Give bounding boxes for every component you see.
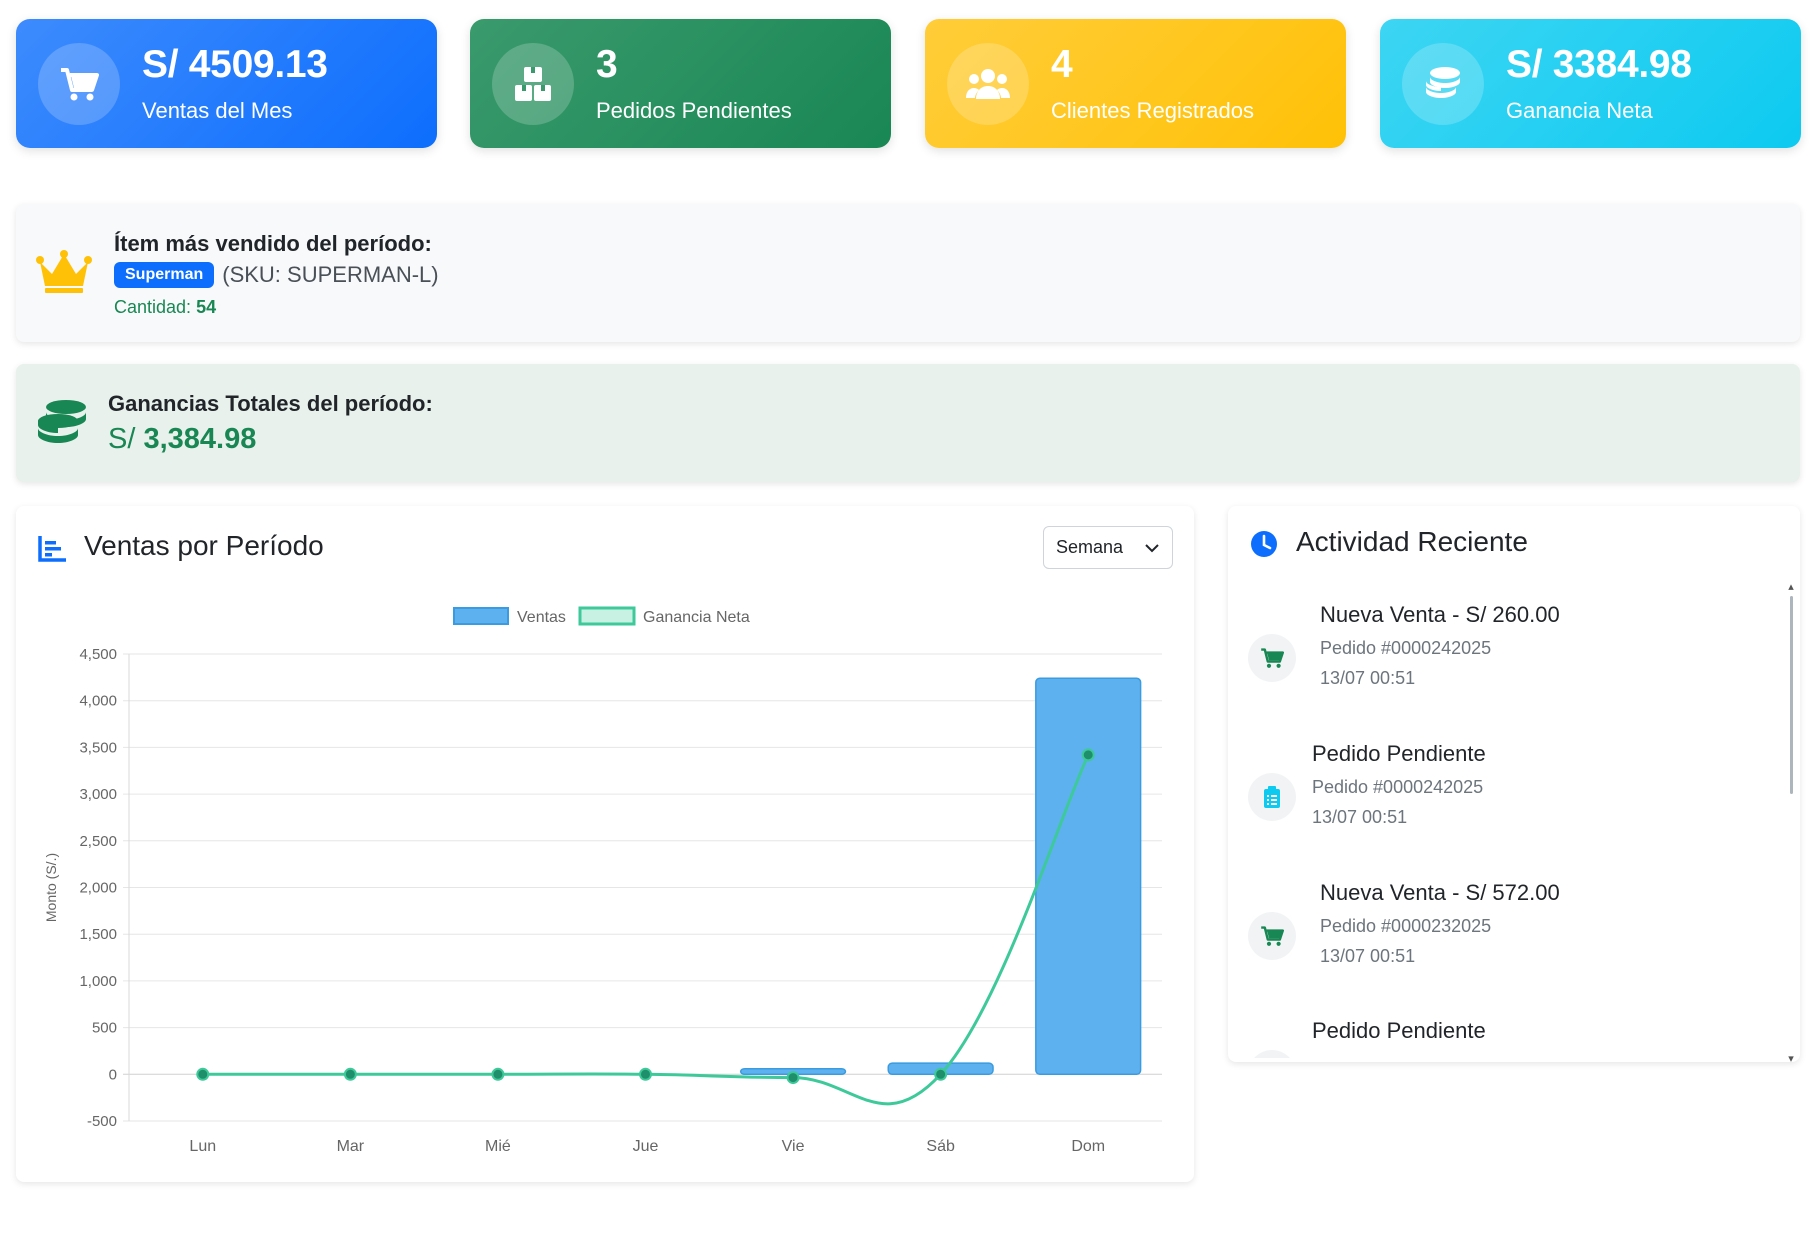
quantity-label: Cantidad: — [114, 297, 192, 317]
bar-chart-icon — [38, 536, 66, 567]
y-tick-label: 1,000 — [79, 973, 117, 990]
y-tick-label: 1,500 — [79, 926, 117, 943]
period-select-value: Semana — [1056, 537, 1124, 557]
scroll-up-icon[interactable]: ▴ — [1788, 581, 1794, 593]
activity-item-order: Pedido #0000242025 — [1312, 777, 1484, 797]
line-ganancia-neta — [202, 754, 1090, 1106]
x-tick-label: Jue — [633, 1138, 659, 1155]
x-tick-label: Sáb — [926, 1138, 955, 1155]
activity-item[interactable]: Nueva Venta - S/ 260.00 Pedido #00002420… — [1248, 602, 1748, 712]
profit-amount: S/ 3,384.98 — [108, 423, 256, 456]
point-ganancia-neta — [196, 1067, 210, 1081]
clipboard-icon — [1248, 773, 1296, 821]
clipboard-icon — [1248, 1050, 1296, 1058]
top-item-line: Superman (SKU: SUPERMAN-L) — [114, 262, 439, 288]
point-ganancia-neta — [786, 1071, 800, 1085]
activity-item-order: Pedido #0000242025 — [1320, 638, 1492, 658]
stat-card-clients: 4 Clientes Registrados — [925, 19, 1346, 148]
y-tick-label: 4,000 — [79, 693, 117, 710]
y-tick-label: 3,000 — [79, 786, 117, 803]
scroll-thumb[interactable] — [1790, 596, 1793, 794]
stat-card-sales: S/ 4509.13 Ventas del Mes — [16, 19, 437, 148]
y-tick-label: 3,500 — [79, 739, 117, 756]
activity-item-order: Pedido #0000232025 — [1320, 916, 1492, 936]
chevron-down-icon — [1144, 537, 1160, 558]
profit-currency: S/ — [108, 423, 136, 455]
activity-item[interactable]: Pedido Pendiente — [1248, 1018, 1748, 1058]
activity-item-title: Pedido Pendiente — [1312, 1018, 1486, 1043]
y-axis-label: Monto (S/.) — [43, 853, 59, 922]
legend-label-ganancia: Ganancia Neta — [643, 609, 750, 626]
boxes-icon — [492, 43, 574, 125]
chart-title: Ventas por Período — [84, 530, 324, 561]
x-tick-label: Mar — [337, 1138, 365, 1155]
top-item-panel: Ítem más vendido del período: Superman (… — [16, 204, 1800, 342]
profit-title: Ganancias Totales del período: — [108, 391, 433, 416]
period-select[interactable]: Semana — [1043, 526, 1173, 569]
cart-icon — [1248, 634, 1296, 682]
activity-item-time: 13/07 00:51 — [1312, 807, 1408, 827]
legend-swatch-ventas — [453, 607, 509, 625]
point-ganancia-neta — [491, 1067, 505, 1081]
x-tick-label: Mié — [485, 1138, 511, 1155]
activity-item-title: Pedido Pendiente — [1312, 741, 1486, 766]
stat-card-profit: S/ 3384.98 Ganancia Neta — [1380, 19, 1801, 148]
stat-value: S/ 3384.98 — [1506, 43, 1692, 86]
y-tick-label: 500 — [92, 1020, 117, 1037]
legend-label-ventas: Ventas — [517, 609, 566, 626]
y-tick-label: 4,500 — [79, 646, 117, 663]
y-tick-label: 2,500 — [79, 833, 117, 850]
point-ganancia-neta — [934, 1067, 948, 1081]
profit-value: 3,384.98 — [143, 423, 257, 455]
clock-icon — [1250, 530, 1278, 563]
stat-card-pending: 3 Pedidos Pendientes — [470, 19, 891, 148]
y-tick-label: 0 — [109, 1066, 117, 1083]
stat-value: S/ 4509.13 — [142, 43, 328, 86]
activity-item-title: Nueva Venta - S/ 260.00 — [1320, 602, 1560, 627]
activity-item-title: Nueva Venta - S/ 572.00 — [1320, 880, 1560, 905]
activity-title: Actividad Reciente — [1296, 526, 1528, 557]
activity-item-time: 13/07 00:51 — [1320, 668, 1416, 688]
activity-item-time: 13/07 00:51 — [1320, 946, 1416, 966]
top-item-title: Ítem más vendido del período: — [114, 231, 432, 256]
point-ganancia-neta — [343, 1067, 357, 1081]
product-sku: (SKU: SUPERMAN-L) — [222, 262, 439, 287]
top-item-quantity: Cantidad: 54 — [114, 297, 216, 318]
product-badge: Superman — [114, 262, 215, 288]
y-tick-label: -500 — [87, 1113, 117, 1130]
activity-list[interactable]: Nueva Venta - S/ 260.00 Pedido #00002420… — [1228, 580, 1800, 1058]
bar-ventas — [1035, 677, 1142, 1076]
x-tick-label: Dom — [1071, 1138, 1105, 1155]
coins-icon — [1402, 43, 1484, 125]
activity-item[interactable]: Pedido Pendiente Pedido #0000242025 13/0… — [1248, 741, 1748, 851]
stat-label: Ganancia Neta — [1506, 98, 1653, 123]
point-ganancia-neta — [639, 1067, 652, 1081]
sales-chart-card: Ventas por Período Semana -500 0 500 1,000 1… — [16, 506, 1194, 1182]
total-profit-panel: Ganancias Totales del período: S/ 3,384.… — [16, 364, 1800, 482]
crown-icon — [36, 250, 92, 299]
y-tick-label: 2,000 — [79, 880, 117, 897]
legend-swatch-ganancia — [578, 606, 636, 626]
stat-label: Pedidos Pendientes — [596, 98, 792, 123]
stat-label: Ventas del Mes — [142, 98, 293, 123]
stat-value: 4 — [1051, 43, 1073, 86]
sales-chart: -500 0 500 1,000 1,500 2,000 2,500 3,000 3,500 4,… — [43, 606, 1162, 1155]
activity-scrollbar[interactable]: ▴ ▾ — [1784, 581, 1798, 1065]
quantity-value: 54 — [196, 297, 217, 317]
point-ganancia-neta — [1081, 748, 1095, 762]
users-icon — [947, 43, 1029, 125]
scroll-down-icon[interactable]: ▾ — [1788, 1053, 1794, 1065]
recent-activity-panel: Actividad Reciente Nueva Venta - S/ 260.… — [1228, 506, 1800, 1065]
cart-icon — [1248, 912, 1296, 960]
activity-item[interactable]: Nueva Venta - S/ 572.00 Pedido #00002320… — [1248, 880, 1748, 990]
x-tick-label: Vie — [782, 1138, 805, 1155]
cart-icon — [38, 43, 120, 125]
stat-label: Clientes Registrados — [1051, 98, 1254, 123]
x-tick-label: Lun — [189, 1138, 216, 1155]
stat-value: 3 — [596, 43, 618, 86]
coins-icon — [34, 398, 90, 453]
